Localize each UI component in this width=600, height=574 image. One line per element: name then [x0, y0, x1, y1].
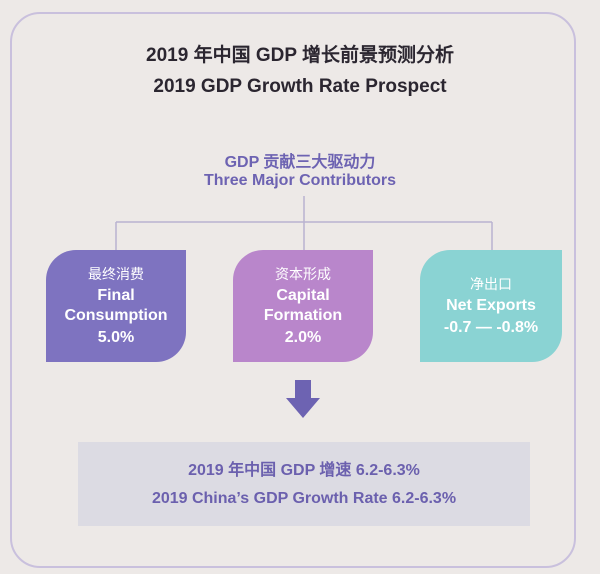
- card-label-en-2: Consumption: [64, 306, 168, 324]
- title-en: 2019 GDP Growth Rate Prospect: [153, 76, 447, 97]
- card-label-en-1: Capital: [276, 286, 330, 304]
- card-value: -0.7 — -0.8%: [443, 318, 539, 336]
- card-label-cn: 最终消费: [88, 265, 144, 282]
- subtitle-en: Three Major Contributors: [203, 172, 396, 189]
- card-label-en-1: Final: [97, 286, 135, 304]
- border-frame: [10, 12, 576, 568]
- card-label-cn: 资本形成: [275, 265, 331, 282]
- card-label-en-1: Net Exports: [446, 296, 536, 314]
- title-cn: 2019 年中国 GDP 增长前景预测分析: [146, 45, 454, 66]
- card-label-cn: 净出口: [470, 275, 512, 292]
- card-label-en-2: Formation: [263, 306, 343, 324]
- card-value: 5.0%: [97, 328, 135, 346]
- result-cn: 2019 年中国 GDP 增速 6.2-6.3%: [188, 462, 420, 479]
- subtitle-cn: GDP 贡献三大驱动力: [224, 154, 376, 171]
- card-capital-formation: 资本形成 Capital Formation 2.0%: [233, 250, 373, 362]
- result-en: 2019 China’s GDP Growth Rate 6.2-6.3%: [151, 490, 457, 507]
- card-value: 2.0%: [284, 328, 322, 346]
- result-box: 2019 年中国 GDP 增速 6.2-6.3% 2019 China’s GD…: [78, 442, 530, 526]
- down-arrow-icon: [286, 380, 320, 418]
- card-net-exports: 净出口 Net Exports -0.7 — -0.8%: [420, 250, 562, 362]
- card-final-consumption: 最终消费 Final Consumption 5.0%: [46, 250, 186, 362]
